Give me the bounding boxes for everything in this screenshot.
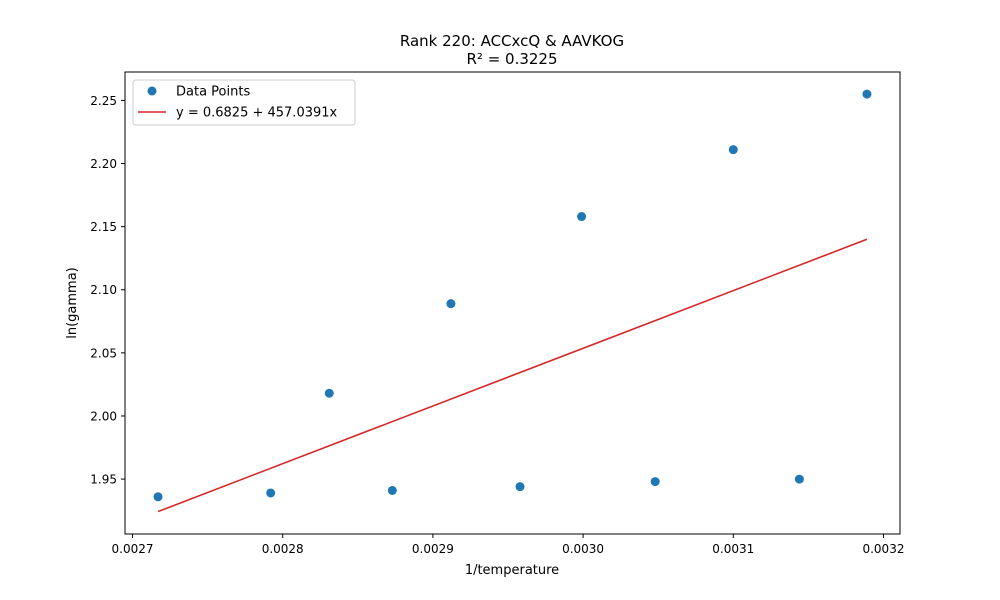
data-point [577, 212, 587, 222]
data-point [387, 485, 397, 495]
plot-background [125, 72, 900, 534]
plot-area [125, 72, 900, 534]
y-tick-label: 2.25 [90, 94, 117, 108]
series-layer [153, 89, 872, 513]
data-point [515, 482, 525, 492]
data-point [862, 89, 872, 99]
x-tick-label: 0.0027 [112, 542, 154, 556]
data-point [728, 145, 738, 155]
legend-box [132, 79, 356, 126]
data-point [794, 474, 804, 484]
x-tick-label: 0.0029 [412, 542, 454, 556]
x-tick-label: 0.0030 [562, 542, 604, 556]
y-tick-label: 2.00 [90, 409, 117, 423]
data-point [266, 488, 276, 498]
chart-subtitle: R² = 0.3225 [466, 50, 557, 68]
y-axis-label: ln(gamma) [65, 267, 80, 339]
x-tick-label: 0.0028 [262, 542, 304, 556]
legend-marker-swatch [147, 86, 157, 96]
data-point [446, 299, 456, 309]
y-tick-label: 2.20 [90, 157, 117, 171]
chart-title: Rank 220: ACCxcQ & AAVKOG [400, 32, 624, 50]
x-tick-label: 0.0032 [862, 542, 904, 556]
legend: Data Points y = 0.6825 + 457.0391x [132, 79, 356, 126]
fit-line [157, 238, 868, 513]
y-tick-label: 2.15 [90, 220, 117, 234]
legend-label: Data Points [176, 85, 250, 100]
y-tick-label: 2.10 [90, 283, 117, 297]
x-axis-label: 1/temperature [465, 563, 559, 578]
axes-layer: 0.0027 0.0028 0.0029 0.0030 0.0031 0.0032 1.95… [90, 71, 904, 556]
plot-frame [124, 71, 901, 535]
data-point [324, 388, 334, 398]
y-tick-label: 1.95 [90, 473, 117, 487]
legend-label: y = 0.6825 + 457.0391x [176, 106, 338, 121]
data-point [650, 477, 660, 487]
y-tick-label: 2.05 [90, 346, 117, 360]
x-tick-label: 0.0031 [712, 542, 754, 556]
data-point [153, 492, 163, 502]
